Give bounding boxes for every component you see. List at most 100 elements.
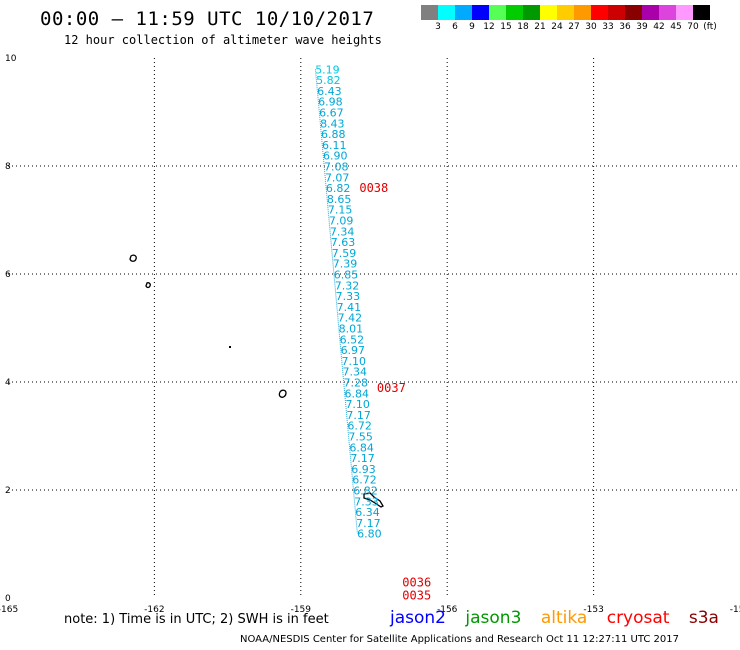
atoll-outline [363, 492, 384, 508]
swh-label: 6.93 [351, 463, 376, 476]
colorbar-label: 70 [687, 22, 699, 32]
legend-item-cryosat: cryosat [606, 608, 670, 628]
swh-labels: 5.195.826.436.986.678.436.886.116.907.08… [315, 63, 381, 540]
swh-label: 7.63 [331, 236, 356, 249]
islet-dot [229, 346, 231, 348]
x-tick-label: -156 [437, 605, 458, 615]
colorbar-label: 36 [619, 22, 631, 32]
colorbar-swatches [421, 5, 728, 20]
swh-label: 8.01 [339, 323, 364, 336]
colorbar-label: 24 [551, 22, 563, 32]
y-tick-label: 6 [5, 270, 11, 280]
satellite-legend: jason2 jason3 altika cryosat s3a [390, 608, 733, 628]
swh-label: 6.82 [353, 485, 378, 498]
y-tick-label: 2 [5, 486, 11, 496]
satellite-track [314, 69, 358, 534]
track-line [314, 69, 358, 534]
swh-label: 5.19 [315, 63, 340, 76]
swh-label: 7.09 [329, 215, 354, 228]
y-tick-label: 8 [5, 162, 11, 172]
swh-label: 8.65 [327, 193, 352, 206]
time-label: 0038 [359, 181, 388, 195]
colorbar-swatch [421, 5, 438, 20]
colorbar-swatch [540, 5, 557, 20]
colorbar-label: 33 [602, 22, 614, 32]
swh-label: 7.17 [356, 517, 381, 530]
x-tick-label: -159 [291, 605, 312, 615]
map-title: 00:00 – 11:59 UTC 10/10/2017 [40, 8, 375, 30]
colorbar-label: 42 [653, 22, 665, 32]
colorbar-label: 21 [534, 22, 546, 32]
axis-tick-labels: -165 -162 -159 -156 -153 -150 0 2 4 6 8 10 [0, 54, 740, 615]
colorbar-label: 27 [568, 22, 580, 32]
colorbar-swatch [455, 5, 472, 20]
swh-label: 7.33 [336, 290, 361, 303]
swh-label: 7.15 [328, 204, 353, 217]
swh-label: 7.08 [324, 161, 349, 174]
swh-label: 6.82 [326, 182, 351, 195]
swh-label: 6.97 [341, 344, 366, 357]
island-outline [145, 282, 151, 289]
swh-label: 6.88 [321, 128, 346, 141]
y-tick-label: 4 [5, 378, 11, 388]
swh-label: 7.59 [332, 247, 357, 260]
swh-label: 7.55 [348, 431, 373, 444]
colorbar-label: (ft) [703, 22, 717, 32]
colorbar-label: 18 [517, 22, 529, 32]
swh-label: 7.07 [325, 171, 350, 184]
swh-label: 6.67 [319, 107, 344, 120]
legend-item-jason3: jason3 [465, 608, 522, 628]
swh-label: 6.43 [317, 85, 342, 98]
colorbar-swatch [693, 5, 710, 20]
swh-label: 6.72 [347, 420, 372, 433]
credit-line: NOAA/NESDIS Center for Satellite Applica… [240, 634, 679, 645]
swh-label: 6.84 [344, 387, 369, 400]
time-label: 0037 [377, 381, 406, 395]
colorbar-swatch [642, 5, 659, 20]
colorbar-label: 39 [636, 22, 648, 32]
swh-label: 7.32 [335, 279, 360, 292]
legend-item-altika: altika [540, 608, 588, 628]
colorbar-swatch [574, 5, 591, 20]
colorbar-swatch [523, 5, 540, 20]
swh-label: 7.34 [330, 225, 355, 238]
swh-label: 7.17 [346, 409, 371, 422]
swh-label: 6.90 [323, 150, 348, 163]
colorbar-swatch [472, 5, 489, 20]
colorbar-swatch [676, 5, 693, 20]
colorbar-label: 12 [483, 22, 495, 32]
swh-label: 7.17 [350, 452, 375, 465]
colorbar-label: 15 [500, 22, 512, 32]
legend-item-s3a: s3a [688, 608, 719, 628]
island-outline [129, 254, 137, 262]
units-note: note: 1) Time is in UTC; 2) SWH is in fe… [64, 612, 329, 627]
swh-label: 6.80 [357, 528, 382, 541]
swh-label: 7.10 [342, 355, 367, 368]
swh-label: 7.34 [343, 366, 368, 379]
colorbar-swatch [659, 5, 676, 20]
colorbar-label: 45 [670, 22, 682, 32]
colorbar-label: 9 [469, 22, 475, 32]
y-tick-label: 0 [5, 594, 11, 604]
x-tick-label: -153 [583, 605, 603, 615]
swh-label: 8.43 [320, 117, 345, 130]
swh-label: 7.28 [343, 377, 368, 390]
island-outline [278, 389, 287, 398]
island-outlines [129, 254, 384, 508]
swh-label: 6.98 [318, 96, 343, 109]
swh-label: 6.52 [340, 333, 365, 346]
swh-label: 6.11 [322, 139, 347, 152]
wave-height-colorbar: 3 6 9 12 15 18 21 24 27 30 33 36 39 42 45 70 (ft) [421, 5, 728, 35]
x-tick-label: -165 [0, 605, 18, 615]
colorbar-swatch [557, 5, 574, 20]
colorbar-swatch [489, 5, 506, 20]
colorbar-swatch [625, 5, 642, 20]
legend-item-jason2: jason2 [390, 608, 446, 628]
x-tick-label: -150 [730, 605, 740, 615]
swh-label: 7.42 [338, 312, 363, 325]
map-subtitle: 12 hour collection of altimeter wave hei… [64, 33, 382, 47]
y-tick-label: 10 [5, 54, 17, 64]
x-tick-label: -162 [144, 605, 164, 615]
colorbar-label: 3 [435, 22, 441, 32]
